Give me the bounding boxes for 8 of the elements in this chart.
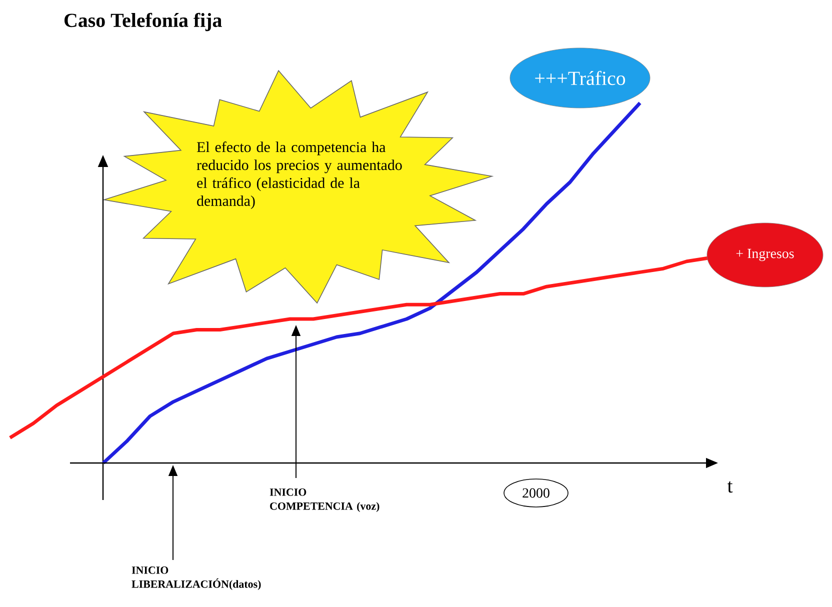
x-axis-title: t (727, 481, 733, 493)
annotation: El efecto de la competencia ha reducido los precios y aumentado el tráfico (elasticidad de la demanda) (196, 142, 402, 210)
text: 2000 (522, 488, 550, 498)
text: INICIO LIBERALIZACIÓN(datos) (132, 566, 261, 590)
series-label: + Ingresos (736, 248, 794, 262)
chart-title: Caso Telefonía fija (64, 12, 222, 32)
text: INICIO COMPETENCIA (voz) (270, 488, 380, 512)
series-label: +++Tráfico (535, 70, 626, 86)
